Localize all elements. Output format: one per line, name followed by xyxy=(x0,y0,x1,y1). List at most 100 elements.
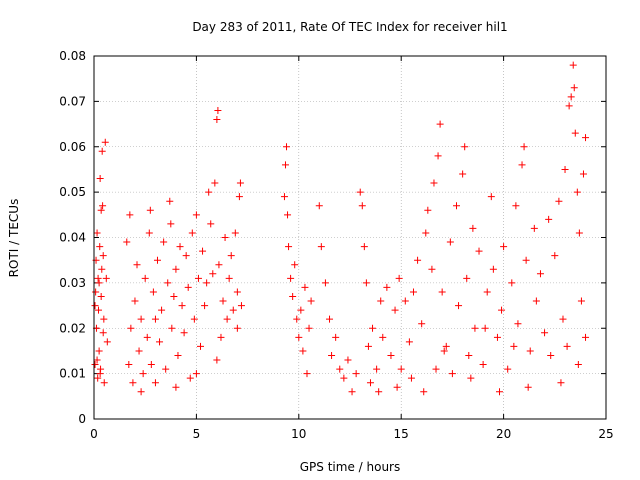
data-point xyxy=(91,361,99,369)
data-point xyxy=(180,329,188,337)
data-point xyxy=(95,347,103,355)
data-point xyxy=(438,288,446,296)
data-point xyxy=(536,270,544,278)
data-point xyxy=(194,274,202,282)
data-point xyxy=(160,238,168,246)
data-point xyxy=(123,238,131,246)
data-point xyxy=(414,256,422,264)
data-point xyxy=(188,229,196,237)
data-point xyxy=(162,365,170,373)
data-point xyxy=(432,365,440,373)
data-point xyxy=(156,338,164,346)
data-point xyxy=(101,138,109,146)
data-point xyxy=(94,274,102,282)
data-point xyxy=(205,188,213,196)
data-point xyxy=(547,351,555,359)
data-point xyxy=(199,247,207,255)
data-point xyxy=(571,129,579,137)
data-point xyxy=(182,252,190,260)
data-point xyxy=(133,261,141,269)
data-point xyxy=(440,347,448,355)
data-point xyxy=(448,370,456,378)
data-point xyxy=(126,211,134,219)
data-point xyxy=(326,315,334,323)
data-point xyxy=(522,256,530,264)
data-point xyxy=(422,229,430,237)
data-point xyxy=(551,252,559,260)
data-point xyxy=(446,238,454,246)
data-point xyxy=(526,347,534,355)
data-point xyxy=(577,297,585,305)
data-point xyxy=(469,224,477,232)
data-point xyxy=(291,261,299,269)
data-point xyxy=(235,193,243,201)
data-point xyxy=(481,324,489,332)
data-point xyxy=(103,338,111,346)
data-point xyxy=(561,165,569,173)
data-point xyxy=(233,324,241,332)
data-point xyxy=(489,265,497,273)
data-point xyxy=(214,106,222,114)
data-point xyxy=(500,243,508,251)
data-point xyxy=(174,351,182,359)
data-point xyxy=(178,302,186,310)
data-point xyxy=(575,229,583,237)
data-point xyxy=(192,211,200,219)
data-point xyxy=(315,202,323,210)
grid-lines xyxy=(94,56,606,419)
data-point xyxy=(227,252,235,260)
y-tick-label: 0.02 xyxy=(59,321,86,335)
data-point xyxy=(352,370,360,378)
data-point xyxy=(127,324,135,332)
data-point xyxy=(201,302,209,310)
data-point xyxy=(237,302,245,310)
data-point xyxy=(393,383,401,391)
data-point xyxy=(137,315,145,323)
y-tick-label: 0.06 xyxy=(59,140,86,154)
data-point xyxy=(172,265,180,273)
y-tick-label: 0.01 xyxy=(59,367,86,381)
plot-frame xyxy=(93,55,607,420)
data-point xyxy=(225,274,233,282)
data-point xyxy=(99,202,107,210)
data-point xyxy=(145,229,153,237)
data-point xyxy=(510,342,518,350)
data-point xyxy=(289,292,297,300)
data-point xyxy=(369,324,377,332)
data-point xyxy=(356,188,364,196)
x-axis-label: GPS time / hours xyxy=(300,460,401,474)
data-point xyxy=(231,229,239,237)
data-point xyxy=(299,347,307,355)
data-point xyxy=(297,306,305,314)
data-point xyxy=(430,179,438,187)
data-point xyxy=(293,315,301,323)
data-point xyxy=(405,338,413,346)
data-point xyxy=(203,279,211,287)
data-point xyxy=(420,388,428,396)
data-point xyxy=(348,388,356,396)
data-point xyxy=(362,279,370,287)
data-point xyxy=(167,220,175,228)
data-point xyxy=(100,315,108,323)
data-point xyxy=(100,379,108,387)
data-point xyxy=(395,274,403,282)
data-point xyxy=(344,356,352,364)
data-point xyxy=(360,243,368,251)
data-point xyxy=(452,202,460,210)
y-tick-label: 0.03 xyxy=(59,276,86,290)
data-point xyxy=(391,306,399,314)
y-tick-label: 0.08 xyxy=(59,49,86,63)
data-point xyxy=(209,270,217,278)
data-point xyxy=(582,333,590,341)
data-point xyxy=(364,342,372,350)
data-point xyxy=(97,206,105,214)
data-point xyxy=(459,170,467,178)
x-tick-label: 5 xyxy=(193,427,201,441)
data-point xyxy=(569,61,577,69)
data-point xyxy=(465,351,473,359)
data-point xyxy=(213,116,221,124)
data-point xyxy=(125,361,133,369)
data-point xyxy=(508,279,516,287)
data-point xyxy=(574,361,582,369)
